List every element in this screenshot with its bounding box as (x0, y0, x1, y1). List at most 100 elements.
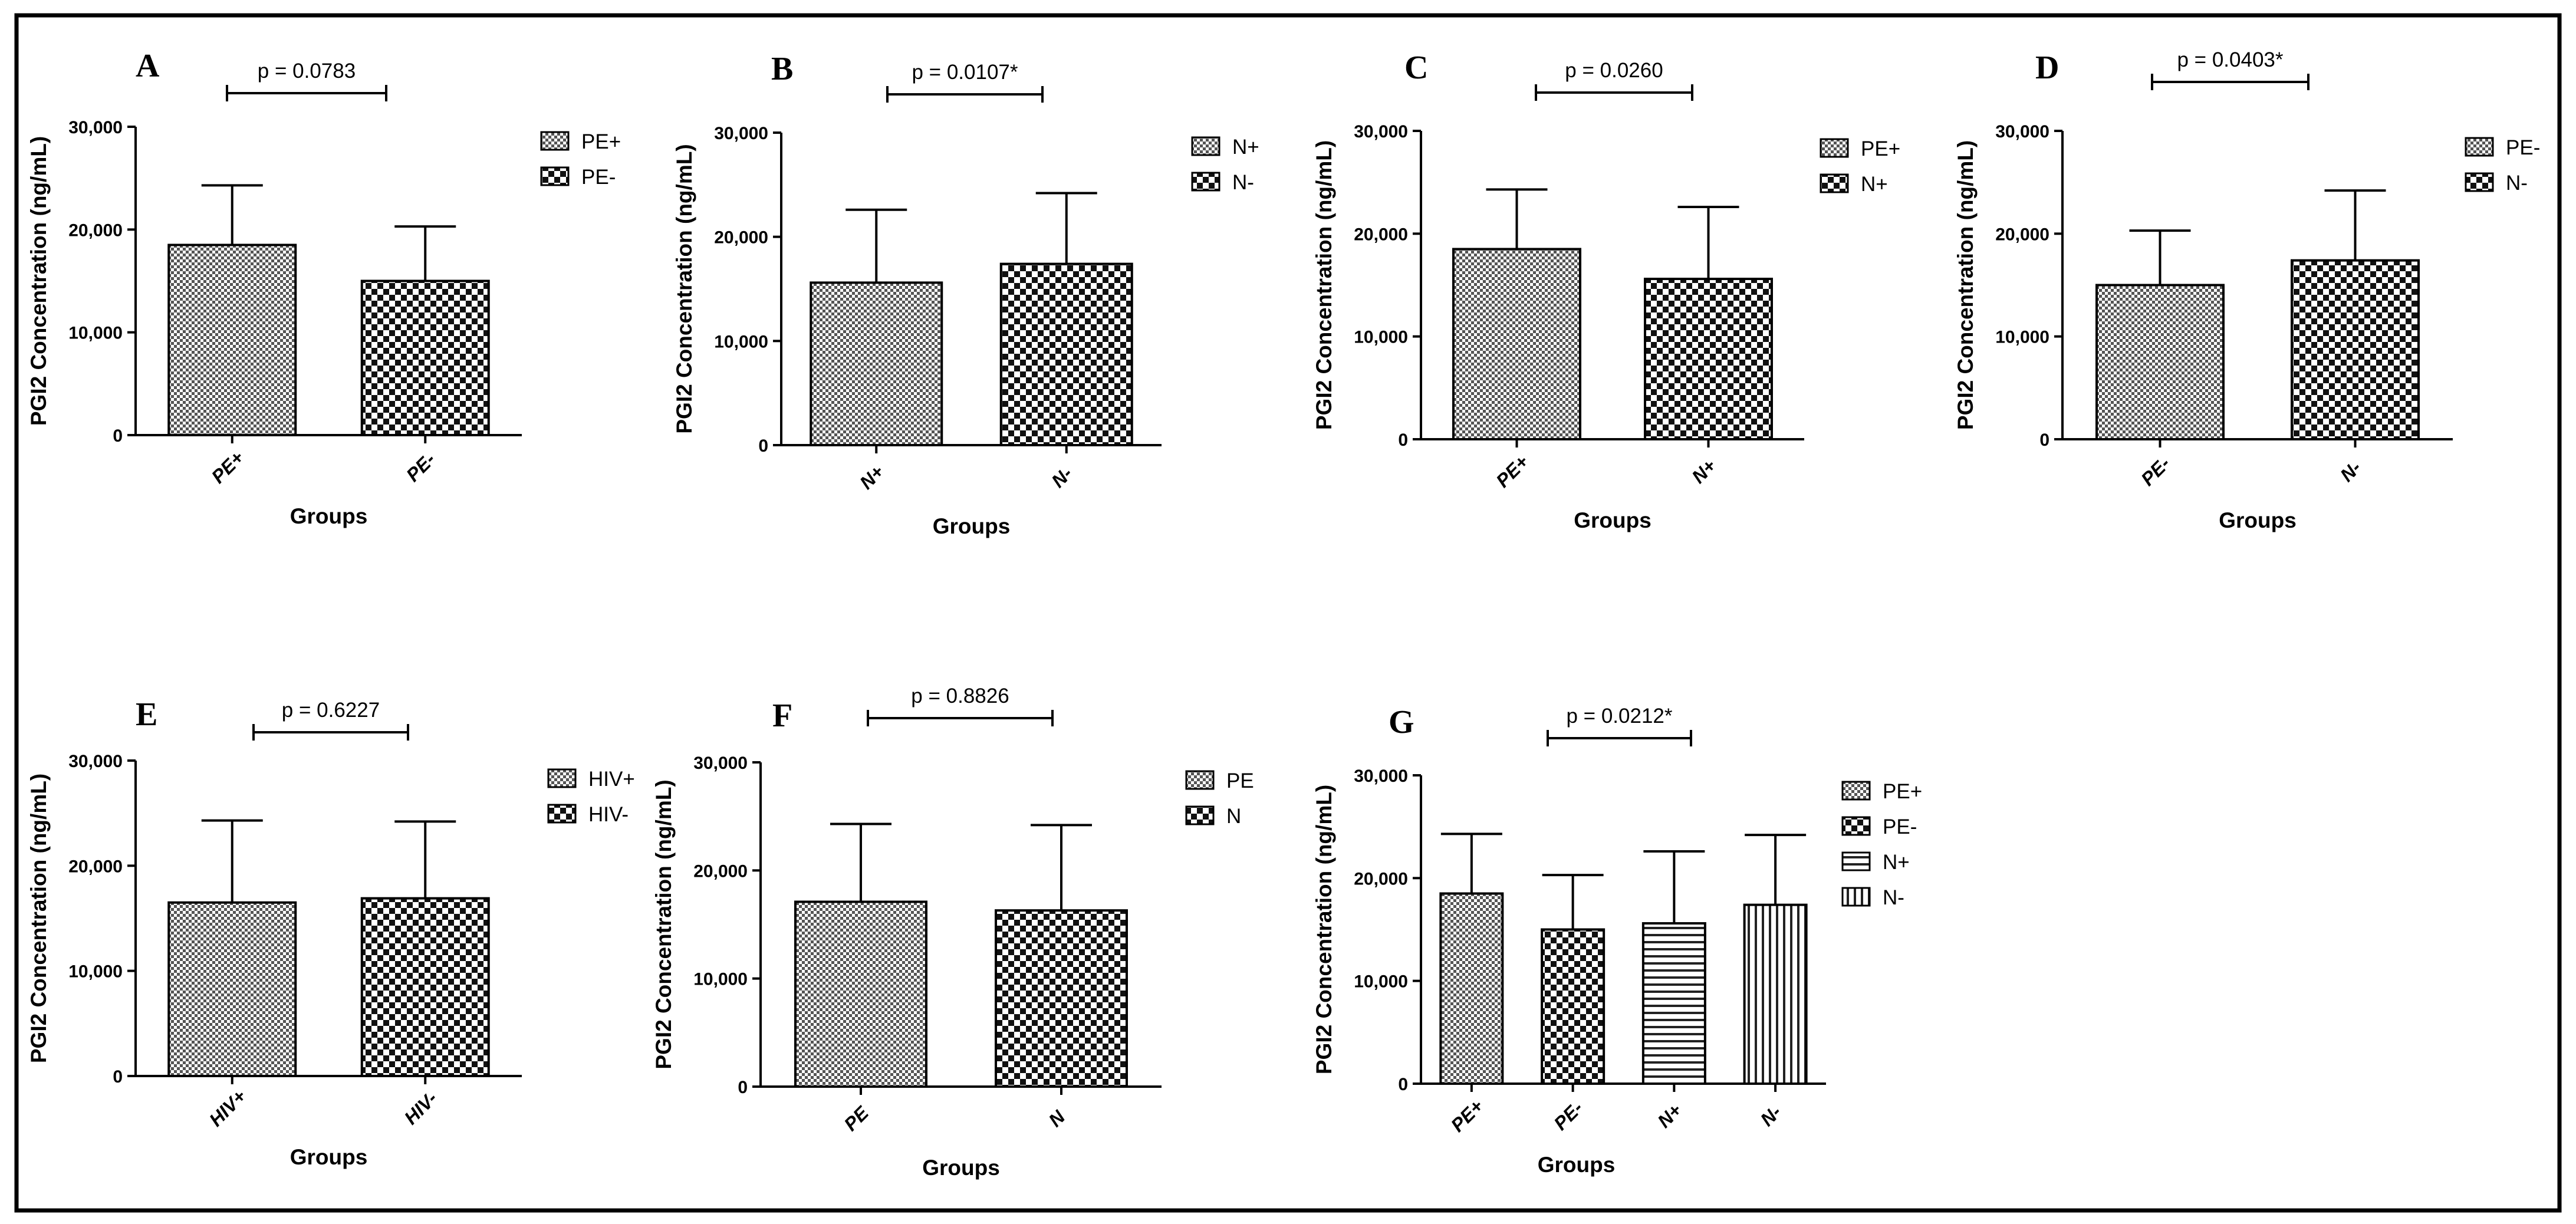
legend-swatch (2465, 137, 2494, 157)
x-axis-title: Groups (290, 1145, 368, 1169)
legend-swatch (1841, 851, 1871, 871)
panel-letter: F (772, 697, 792, 734)
y-tick-label: 10,000 (1995, 328, 2049, 347)
panel-A: A 0 10,000 20,000 30,000 PGI2 Concentration (… (27, 48, 621, 528)
y-tick-label: 20,000 (1354, 869, 1408, 889)
legend-swatch (1185, 805, 1215, 825)
bar-N (995, 909, 1128, 1088)
y-tick-label: 10,000 (68, 962, 123, 982)
y-axis-title: PGI2 Concentration (ng/mL) (1953, 140, 1978, 430)
legend-label: HIV- (588, 803, 629, 826)
legend-swatch (1185, 770, 1215, 790)
y-tick-label: 10,000 (1354, 972, 1408, 992)
p-value-label: p = 0.0107* (912, 61, 1018, 84)
x-tick-label: N+ (1653, 1100, 1686, 1132)
y-tick-label: 30,000 (693, 754, 748, 773)
legend-label: N+ (1232, 136, 1259, 159)
y-axis-title: PGI2 Concentration (ng/mL) (672, 144, 696, 433)
x-tick-label: PE+ (1447, 1095, 1488, 1136)
panel-letter: D (2035, 50, 2059, 86)
y-tick-label: 30,000 (1354, 122, 1408, 142)
x-tick-label: HIV+ (205, 1085, 250, 1130)
y-tick-label: 30,000 (68, 752, 123, 771)
legend-swatch (1191, 172, 1220, 192)
legend-label: N+ (1861, 173, 1888, 196)
x-axis-title: Groups (922, 1156, 1000, 1180)
x-axis-title: Groups (1574, 508, 1651, 532)
legend-swatch (540, 166, 570, 186)
y-tick-label: 10,000 (68, 324, 123, 343)
bar-N- (999, 262, 1133, 446)
legend-swatch (1841, 887, 1871, 907)
x-tick-label: N- (2336, 457, 2365, 486)
panel-C: C 0 10,000 20,000 30,000 PGI2 Concentration (… (1312, 50, 1900, 532)
bar-PE+ (1439, 892, 1504, 1085)
x-tick-label: N+ (1687, 455, 1720, 488)
bar-HIV- (360, 897, 490, 1078)
bar-N- (2291, 259, 2420, 440)
x-tick-label: PE+ (1492, 451, 1532, 492)
y-tick-label: 0 (1398, 1075, 1408, 1094)
y-tick-label: 30,000 (68, 118, 123, 137)
bar-PE- (360, 279, 490, 436)
bar-PE+ (1452, 248, 1581, 440)
y-tick-label: 10,000 (1354, 328, 1408, 347)
y-axis-title: PGI2 Concentration (ng/mL) (1312, 785, 1336, 1074)
x-tick-label: N (1044, 1106, 1069, 1131)
y-tick-label: 10,000 (714, 332, 768, 351)
x-axis-title: Groups (1538, 1153, 1616, 1177)
y-tick-label: 30,000 (714, 124, 768, 143)
legend-label: N- (1883, 886, 1904, 909)
x-tick-label: N- (1756, 1101, 1785, 1130)
x-axis-title: Groups (2219, 508, 2297, 532)
legend-swatch (1841, 781, 1871, 801)
legend-label: PE (1226, 769, 1254, 792)
legend-swatch (547, 804, 577, 824)
p-value-label: p = 0.0212* (1566, 705, 1672, 728)
legend-swatch (1841, 816, 1871, 836)
panel-F: F 0 10,000 20,000 30,000 PGI2 Concentration (… (652, 685, 1254, 1180)
p-value-label: p = 0.8826 (911, 685, 1009, 708)
panel-B: B 0 10,000 20,000 30,000 PGI2 Concentration (… (672, 51, 1259, 538)
legend-label: PE- (1883, 815, 1917, 838)
legend-label: PE- (2506, 136, 2540, 159)
y-tick-label: 0 (113, 1067, 123, 1087)
legend-label: HIV+ (588, 768, 635, 791)
x-tick-label: HIV- (400, 1087, 442, 1128)
legend-label: PE- (581, 166, 616, 189)
bar-HIV+ (167, 901, 297, 1077)
y-axis-title: PGI2 Concentration (ng/mL) (27, 774, 51, 1063)
y-tick-label: 30,000 (1354, 766, 1408, 786)
panel-E: E 0 10,000 20,000 30,000 PGI2 Concentration (… (27, 696, 635, 1169)
legend-swatch (1820, 138, 1849, 158)
panel-letter: A (136, 48, 160, 84)
y-tick-label: 20,000 (68, 857, 123, 876)
p-value-label: p = 0.0403* (2177, 48, 2283, 71)
legend-swatch (1820, 173, 1849, 193)
panel-D: D 0 10,000 20,000 30,000 PGI2 Concentration (… (1953, 48, 2540, 532)
figure-border (14, 13, 2562, 1213)
bar-PE- (1541, 928, 1606, 1085)
panel-G: G 0 10,000 20,000 30,000 PGI2 Concentration (… (1312, 704, 1922, 1177)
bar-N+ (1641, 922, 1706, 1085)
y-axis-title: PGI2 Concentration (ng/mL) (652, 779, 676, 1069)
y-axis-title: PGI2 Concentration (ng/mL) (1312, 140, 1336, 430)
panels-group: A 0 10,000 20,000 30,000 PGI2 Concentration (… (27, 48, 2540, 1180)
y-tick-label: 0 (2039, 430, 2049, 450)
x-axis-title: Groups (290, 504, 368, 528)
x-tick-label: PE- (1549, 1097, 1587, 1134)
legend-label: N- (1232, 171, 1254, 194)
legend-swatch (1191, 136, 1220, 156)
panel-letter: E (136, 696, 157, 733)
bar-PE (794, 900, 927, 1088)
bar-PE+ (167, 244, 297, 436)
legend-swatch (2465, 172, 2494, 192)
y-tick-label: 20,000 (693, 861, 748, 881)
legend-label: N- (2506, 172, 2528, 195)
bar-PE- (2095, 284, 2225, 440)
p-value-label: p = 0.0260 (1565, 59, 1663, 82)
y-tick-label: 20,000 (1995, 225, 2049, 244)
x-tick-label: N- (1047, 463, 1076, 492)
panel-letter: C (1404, 50, 1428, 86)
